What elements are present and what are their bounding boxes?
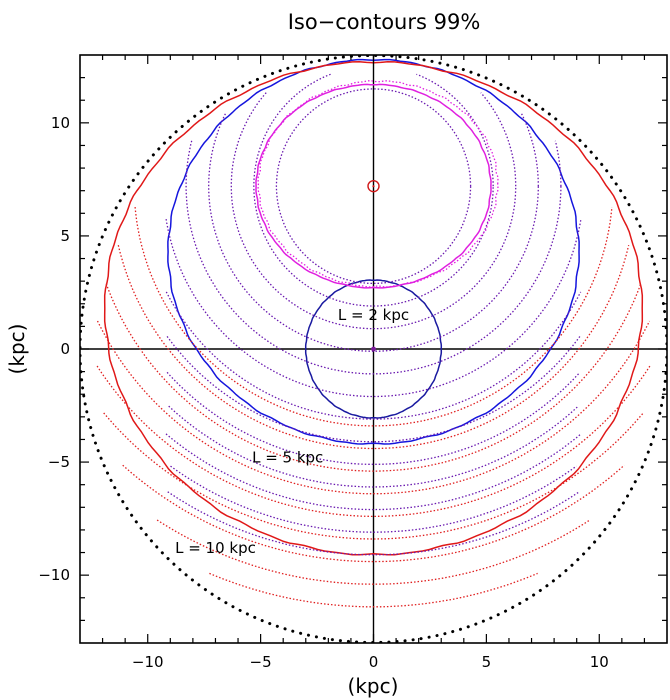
- dotted-arc-5-3: [208, 113, 539, 352]
- annotation-label-1: L = 5 kpc: [252, 449, 323, 467]
- contour-curve-7: [257, 80, 499, 288]
- contour-curve-0: [304, 279, 443, 419]
- x-tick-label: 0: [369, 653, 379, 671]
- dotted-arc-5-2: [230, 92, 517, 330]
- dotted-arc-5-10: [165, 433, 582, 511]
- annotation-label-2: L = 10 kpc: [175, 539, 256, 557]
- y-tick-label: −5: [48, 453, 70, 471]
- dotted-arc-5-11: [170, 465, 577, 533]
- dotted-arc-6-7: [156, 519, 591, 585]
- dotted-arc-6-6: [122, 464, 625, 563]
- dotted-arc-6-0: [134, 207, 613, 427]
- sun-symbol-dot: [372, 185, 375, 188]
- axis-ticks: −10 −5 0 5 10 −10 −5 0 5 10: [38, 55, 667, 671]
- chart-title: Iso−contours 99%: [288, 10, 481, 34]
- annotation-label-0: L = 2 kpc: [338, 306, 409, 324]
- x-tick-label: −10: [132, 653, 164, 671]
- x-tick-label: 5: [482, 653, 492, 671]
- x-axis-label: (kpc): [348, 674, 399, 698]
- x-tick-label: 10: [590, 653, 609, 671]
- galactic-centre-dot: [371, 346, 376, 352]
- dotted-arc-5-4: [185, 140, 562, 375]
- contour-curve-1: [167, 58, 580, 445]
- x-tick-label: −5: [250, 653, 272, 671]
- dotted-arc-5-0: [275, 88, 472, 285]
- dotted-arc-6-3: [96, 320, 651, 495]
- dotted-arc-5-1: [253, 73, 494, 307]
- y-axis-label: (kpc): [5, 324, 29, 375]
- dotted-arc-5-6: [165, 291, 582, 420]
- sun-symbol: [367, 179, 380, 193]
- contour-curve-2: [103, 61, 644, 556]
- dotted-arc-6-2: [105, 283, 642, 472]
- dotted-arc-5-9: [168, 405, 579, 488]
- dotted-arc-6-8: [209, 572, 538, 608]
- y-tick-label: 10: [51, 114, 70, 132]
- dotted-arc-5-8: [166, 371, 581, 465]
- y-tick-label: 0: [60, 340, 70, 358]
- plot-area: L = 2 kpc L = 5 kpc L = 10 kpc: [80, 55, 667, 643]
- contour-curve-3: [255, 83, 492, 289]
- y-tick-label: −10: [38, 566, 70, 584]
- dotted-arc-5-12: [167, 491, 580, 556]
- dotted-arc-6-4: [96, 365, 651, 518]
- dotted-arc-5-5: [165, 218, 582, 398]
- y-tick-label: 5: [60, 227, 70, 245]
- dotted-arc-6-5: [103, 412, 644, 540]
